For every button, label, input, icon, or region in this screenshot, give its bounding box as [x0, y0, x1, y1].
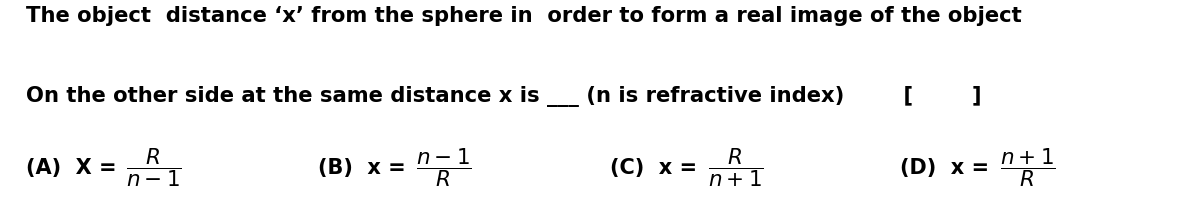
Text: (A)  X =: (A) X =: [26, 158, 125, 178]
Text: The object  distance ‘x’ from the sphere in  order to form a real image of the o: The object distance ‘x’ from the sphere …: [26, 6, 1022, 26]
Text: (B)  x =: (B) x =: [318, 158, 413, 178]
Text: $\dfrac{n+1}{R}$: $\dfrac{n+1}{R}$: [1000, 146, 1055, 189]
Text: (C)  x =: (C) x =: [610, 158, 704, 178]
Text: (D)  x =: (D) x =: [900, 158, 996, 178]
Text: $\dfrac{R}{n-1}$: $\dfrac{R}{n-1}$: [126, 146, 181, 189]
Text: $\dfrac{R}{n+1}$: $\dfrac{R}{n+1}$: [708, 146, 763, 189]
Text: $\dfrac{n-1}{R}$: $\dfrac{n-1}{R}$: [416, 146, 472, 189]
Text: On the other side at the same distance x is ___ (n is refractive index)        [: On the other side at the same distance x…: [26, 86, 982, 107]
